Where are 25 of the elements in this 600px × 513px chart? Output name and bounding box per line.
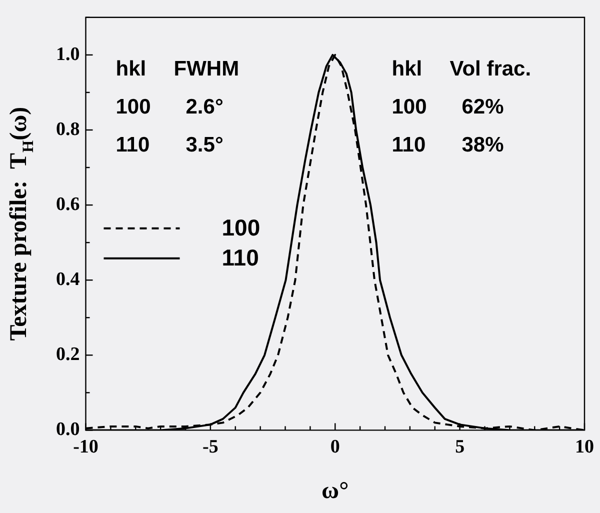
y-axis-title: Texture profile: TH(ω) <box>6 106 38 341</box>
annotation: hkl <box>116 57 146 80</box>
y-tick-label: 0.2 <box>56 344 80 366</box>
annotation: 100 <box>116 95 151 118</box>
annotation: Vol frac. <box>450 57 532 80</box>
y-tick-label: 0.6 <box>56 194 80 215</box>
x-tick-label: 10 <box>575 436 594 458</box>
annotation: FWHM <box>174 57 240 80</box>
x-tick-label: 0 <box>330 436 340 458</box>
x-tick-label: -5 <box>202 436 218 458</box>
x-axis-title: ω° <box>322 478 349 504</box>
annotation: 100 <box>392 95 427 118</box>
y-tick-label: 1.0 <box>56 44 80 65</box>
legend-label: 100 <box>222 214 260 241</box>
y-tick-label: 0.4 <box>56 268 80 290</box>
annotation: hkl <box>392 57 422 80</box>
x-tick-label: 5 <box>455 436 465 458</box>
annotation: 110 <box>392 133 426 156</box>
annotation: 38% <box>462 133 504 156</box>
annotation: 110 <box>116 133 150 156</box>
legend-label: 110 <box>222 244 259 271</box>
annotation: 3.5° <box>186 133 224 156</box>
annotation: 62% <box>462 95 504 118</box>
annotation: 2.6° <box>186 95 224 118</box>
y-tick-label: 0.8 <box>56 118 80 140</box>
